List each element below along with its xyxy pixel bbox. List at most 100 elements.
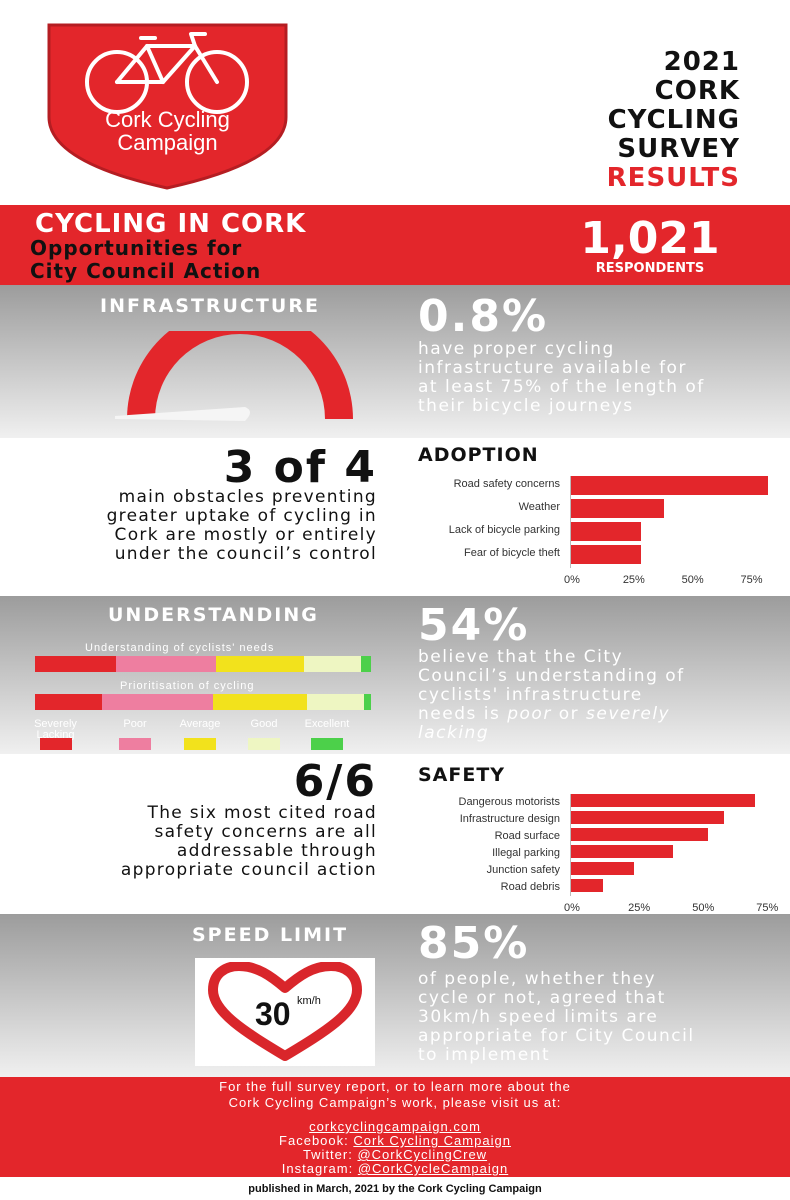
footer-line2: Cork Cycling Campaign’s work, please vis… bbox=[228, 1095, 562, 1110]
survey-year: 2021 bbox=[663, 47, 740, 77]
legend-swatch bbox=[248, 738, 280, 750]
logo-text: Cork Cycling Campaign bbox=[70, 108, 265, 154]
speed-desc-line5: to implement bbox=[418, 1045, 551, 1065]
adoption-bar-label: Lack of bicycle parking bbox=[448, 524, 560, 536]
infrastructure-desc-line1: have proper cycling bbox=[418, 339, 615, 359]
understanding-desc-or: or bbox=[551, 704, 587, 724]
understanding-title: UNDERSTANDING bbox=[108, 604, 319, 626]
understanding-section: UNDERSTANDING Understanding of cyclists'… bbox=[0, 596, 790, 754]
adoption-bar bbox=[570, 476, 768, 495]
adoption-desc-line4: under the council’s control bbox=[114, 544, 377, 564]
speed-desc-line3: 30km/h speed limits are bbox=[418, 1007, 659, 1027]
speed-limit-value: 85% bbox=[418, 918, 530, 969]
legend-swatch bbox=[39, 738, 72, 750]
understanding-value: 54% bbox=[418, 600, 530, 651]
understanding-description: believe that the City Council’s understa… bbox=[418, 648, 685, 743]
legend-swatch bbox=[184, 738, 216, 750]
stack-segment bbox=[115, 656, 217, 672]
banner-subtitle-line1: Opportunities for bbox=[30, 236, 243, 260]
facebook-line: Facebook: Cork Cycling Campaign bbox=[0, 1133, 790, 1148]
understanding-desc-line1: believe that the City bbox=[418, 647, 624, 667]
safety-bar bbox=[570, 828, 709, 841]
heart-speed-sign-icon bbox=[208, 962, 362, 1061]
instagram-link[interactable]: @CorkCycleCampaign bbox=[357, 1161, 509, 1176]
instagram-label: Instagram: bbox=[281, 1161, 358, 1176]
adoption-bar bbox=[570, 545, 641, 564]
shield-logo bbox=[47, 23, 288, 190]
legend-label: Good bbox=[250, 718, 278, 730]
adoption-chart: Road safety concerns Weather Lack of bicyc… bbox=[400, 476, 790, 596]
safety-axis-line bbox=[570, 794, 571, 896]
safety-desc-line1: The six most cited road bbox=[147, 803, 377, 823]
stack-segment bbox=[102, 694, 214, 710]
safety-chart: Dangerous motorists Infrastructure design… bbox=[400, 794, 790, 914]
safety-tick-label: 50% bbox=[692, 902, 715, 914]
infrastructure-title: INFRASTRUCTURE bbox=[100, 295, 320, 317]
stack-segment bbox=[364, 694, 371, 710]
speed-limit-title: SPEED LIMIT bbox=[192, 924, 349, 946]
safety-description: The six most cited road safety concerns … bbox=[121, 804, 377, 880]
adoption-bar-label: Fear of bicycle theft bbox=[464, 547, 560, 559]
speed-desc-line2: cycle or not, agreed that bbox=[418, 988, 666, 1008]
banner-subtitle-line2: City Council Action bbox=[30, 259, 262, 283]
understanding-desc-line3: cyclists' infrastructure bbox=[418, 685, 643, 705]
footer: For the full survey report, or to learn … bbox=[0, 1077, 790, 1177]
safety-desc-line3: addressable through bbox=[176, 841, 377, 861]
understanding-desc-line2: Council’s understanding of bbox=[418, 666, 685, 686]
safety-tick-label: 25% bbox=[628, 902, 651, 914]
safety-bar-label: Infrastructure design bbox=[459, 813, 560, 825]
safety-tick-label: 0% bbox=[564, 902, 580, 914]
adoption-bar bbox=[570, 499, 665, 518]
adoption-big: 3 of 4 bbox=[223, 442, 377, 493]
stack-segment bbox=[35, 694, 103, 710]
safety-bar-label: Junction safety bbox=[486, 864, 560, 876]
gauge-needle bbox=[115, 407, 250, 421]
twitter-label: Twitter: bbox=[302, 1147, 358, 1162]
understanding-bar2-caption: Prioritisation of cycling bbox=[120, 680, 255, 692]
survey-title-line3: CYCLING bbox=[607, 105, 740, 135]
stack-segment bbox=[360, 656, 371, 672]
safety-bar bbox=[570, 862, 635, 875]
banner-subtitle: Opportunities for City Council Action bbox=[30, 237, 261, 283]
footer-line1: For the full survey report, or to learn … bbox=[219, 1079, 571, 1094]
safety-bar-label: Dangerous motorists bbox=[458, 796, 561, 808]
instagram-line: Instagram: @CorkCycleCampaign bbox=[0, 1161, 790, 1176]
adoption-desc-line1: main obstacles preventing bbox=[118, 487, 377, 507]
facebook-link[interactable]: Cork Cycling Campaign bbox=[353, 1133, 511, 1148]
adoption-title: ADOPTION bbox=[418, 444, 539, 466]
twitter-link[interactable]: @CorkCyclingCrew bbox=[357, 1147, 488, 1162]
banner-title: CYCLING IN CORK bbox=[35, 209, 307, 239]
speed-sign-number: 30 bbox=[255, 996, 291, 1032]
stack-segment bbox=[307, 694, 365, 710]
logo-line2: Campaign bbox=[117, 130, 218, 155]
adoption-tick-label: 50% bbox=[681, 574, 704, 586]
safety-bar bbox=[570, 845, 673, 858]
safety-section: 6/6 The six most cited road safety conce… bbox=[0, 754, 790, 914]
infrastructure-value: 0.8% bbox=[418, 291, 549, 342]
safety-bar-label: Illegal parking bbox=[492, 847, 560, 859]
adoption-section: 3 of 4 main obstacles preventing greater… bbox=[0, 438, 790, 596]
gauge-icon bbox=[115, 331, 353, 421]
legend-label: Poor bbox=[123, 718, 147, 730]
adoption-desc-line2: greater uptake of cycling in bbox=[106, 506, 377, 526]
survey-title-line4: SURVEY bbox=[617, 134, 740, 164]
header: Cork Cycling Campaign 2021 CORK CYCLING … bbox=[0, 0, 790, 205]
legend-label: Excellent bbox=[304, 718, 350, 730]
legend-swatch bbox=[119, 738, 151, 750]
safety-bar bbox=[570, 811, 724, 824]
understanding-bar-needs bbox=[35, 656, 371, 672]
understanding-desc-severely: severely bbox=[586, 704, 671, 724]
adoption-tick-label: 25% bbox=[622, 574, 645, 586]
stack-segment bbox=[216, 656, 304, 672]
stack-segment bbox=[213, 694, 308, 710]
stack-segment bbox=[35, 656, 116, 672]
website-link[interactable]: corkcyclingcampaign.com bbox=[309, 1119, 481, 1134]
adoption-tick-label: 75% bbox=[740, 574, 763, 586]
facebook-label: Facebook: bbox=[279, 1133, 354, 1148]
safety-bar-label: Road debris bbox=[500, 881, 560, 893]
speed-limit-description: of people, whether they cycle or not, ag… bbox=[418, 970, 695, 1065]
understanding-desc-line4: needs is poor or severely bbox=[418, 705, 685, 724]
safety-tick-label: 75% bbox=[756, 902, 779, 914]
bicycle-icon bbox=[85, 32, 249, 114]
speed-sign-panel: 30 km/h bbox=[195, 958, 375, 1066]
